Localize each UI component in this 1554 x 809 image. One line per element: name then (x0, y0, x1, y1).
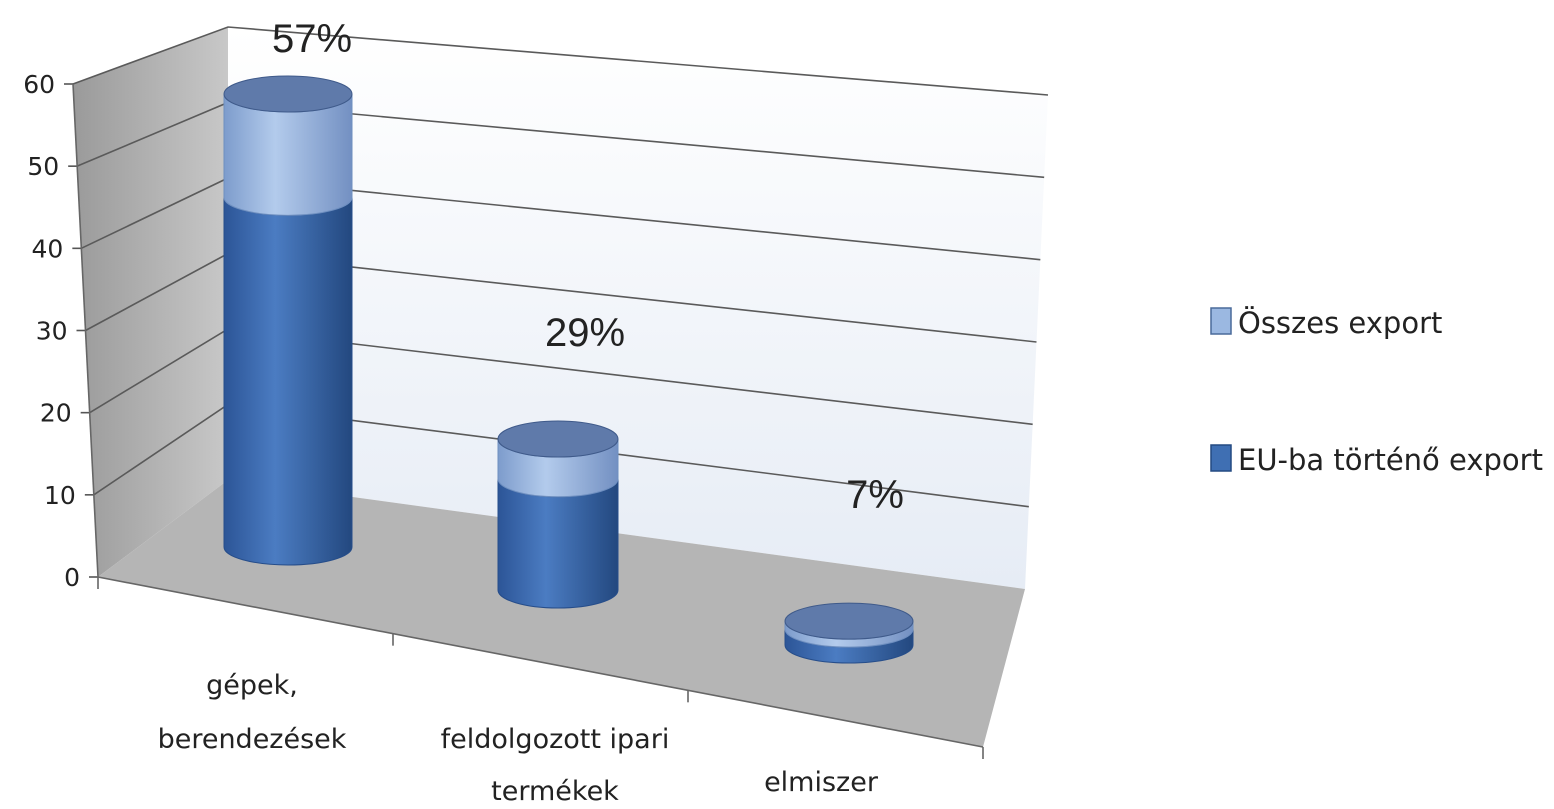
bar-segment-eu (497, 478, 619, 609)
category-label: berendezések (158, 724, 347, 755)
legend-label-eu: EU-ba történő export (1238, 443, 1543, 477)
side-wall (73, 27, 228, 577)
back-wall (228, 27, 1048, 589)
legend-item-eu: EU-ba történő export (1210, 443, 1543, 477)
y-tick-label: 60 (23, 70, 55, 99)
legend: Összes export EU-ba történő export (1210, 306, 1543, 477)
y-axis: 0 10 20 30 40 50 60 (23, 70, 984, 759)
bar-group (497, 420, 619, 609)
y-tick-label: 30 (36, 317, 68, 346)
category-label: feldolgozott ipari (441, 724, 670, 755)
category-label: gépek, (206, 670, 298, 701)
y-tick-label: 0 (64, 563, 80, 592)
legend-swatch-total (1210, 307, 1232, 335)
bars (223, 75, 914, 664)
bar-top (784, 602, 914, 640)
data-label: 7% (846, 473, 904, 517)
y-tick-label: 50 (27, 152, 59, 181)
labels: 57% gépek, berendezések 29% feldolgozott ipa… (158, 17, 904, 807)
y-tick-label: 20 (40, 399, 72, 428)
bar-top (223, 75, 353, 113)
legend-label-total: Összes export (1238, 306, 1442, 340)
y-axis-line (72, 83, 99, 578)
y-tick-label: 10 (44, 481, 76, 510)
data-label: 29% (545, 311, 625, 355)
x-axis-line (97, 576, 984, 748)
bar-group (223, 75, 353, 566)
category-label: termékek (491, 776, 619, 807)
bar-group (784, 602, 914, 664)
bar-segment-eu (223, 197, 353, 566)
legend-swatch-eu (1210, 444, 1232, 472)
y-tick-label: 40 (32, 234, 64, 263)
gridline (72, 26, 1049, 96)
data-label: 57% (272, 17, 352, 61)
bar-top (497, 420, 619, 458)
legend-item-total: Összes export (1210, 306, 1442, 340)
category-label: elmiszer (764, 767, 879, 798)
